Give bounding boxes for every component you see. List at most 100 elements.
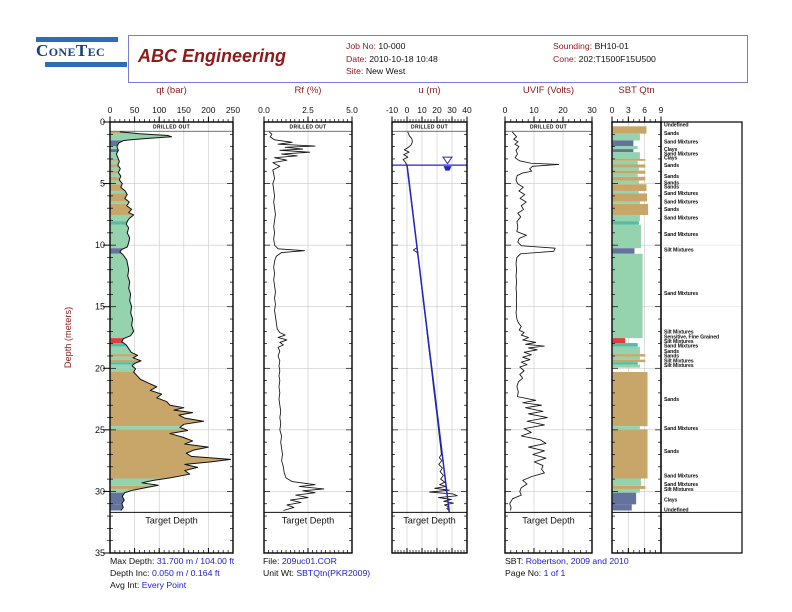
sbt-bars — [612, 126, 649, 511]
header-box: ABC Engineering Job No: 10-000 Date: 201… — [128, 35, 748, 83]
soil-type-label: Sand Mixtures — [664, 191, 698, 197]
soil-type-label: Sands — [664, 185, 679, 191]
u-tick-label: 0 — [405, 105, 410, 115]
sbt-band-sand — [612, 354, 646, 357]
drilled-out-label: DRILLED OUT — [290, 125, 327, 131]
soil-type-label: Sand Mixtures — [664, 215, 698, 221]
date-row: Date: 2010-10-18 10:48 — [346, 53, 438, 66]
sbt-band-sand — [612, 176, 646, 181]
qt-title: qt (bar) — [156, 85, 187, 96]
footer-depth-info: Max Depth: 31.700 m / 104.00 ft Depth In… — [110, 556, 234, 591]
sbt-tick-label: 6 — [642, 105, 647, 115]
soil-type-label: Undefined — [664, 122, 688, 128]
rf-tick-label: 2.5 — [302, 105, 314, 115]
soil-type-label: Silt Mixtures — [664, 363, 694, 369]
u-tick-label: 30 — [447, 105, 457, 115]
logo-letter: T — [75, 41, 88, 60]
sbt-band-silt — [612, 201, 640, 204]
sbt-band-clay — [612, 248, 635, 254]
soil-type-label: Sand Mixtures — [664, 140, 698, 146]
svg-text:35: 35 — [95, 548, 105, 558]
job-no-value: 10-000 — [378, 41, 406, 51]
sbt-method-value: Robertson, 2009 and 2010 — [525, 556, 629, 566]
panel-u: DRILLED OUT Target Depth -10 0 10 20 30 40 u (m) — [386, 85, 472, 554]
svg-text:15: 15 — [95, 302, 105, 312]
target-depth-label: Target Depth — [403, 515, 456, 525]
rf-curve — [268, 131, 325, 511]
sbt-band-silt — [612, 146, 638, 150]
soil-type-label: Sand Mixtures — [664, 232, 698, 238]
soil-type-label: Sands — [664, 349, 679, 355]
soil-type-label: Sensitive, Fine Grained — [664, 334, 719, 340]
u-curve — [402, 131, 458, 511]
cone-value: 202:T1500F15U500 — [578, 53, 656, 64]
sbt-band-sand — [612, 158, 646, 161]
soil-type-label: Sands — [664, 207, 679, 213]
footer-sbt-info: SBT: Robertson, 2009 and 2010 Page No: 1… — [505, 556, 629, 580]
panel-rf: DRILLED OUT Target Depth 0.0 2.5 5.0 Rf (%) — [258, 85, 358, 554]
sbt-band-silt — [612, 133, 640, 141]
qt-curve — [115, 131, 232, 511]
site-value: New West — [365, 66, 406, 77]
max-depth-value: 31.700 m / 104.00 ft — [156, 556, 235, 566]
unit-wt-row: Unit Wt: SBTQtn(PKR2009) — [263, 568, 370, 580]
file-label: File: — [263, 556, 280, 566]
water-table-icon — [442, 156, 453, 171]
u-tick-label: 20 — [432, 105, 442, 115]
sbt-tick-label: 9 — [659, 105, 664, 115]
sbt-band-clay — [612, 140, 634, 147]
soil-type-label: Sand Mixtures — [664, 482, 698, 488]
soil-type-label: Sands — [664, 180, 679, 186]
footer-file-info: File: 209uc01.COR Unit Wt: SBTQtn(PKR200… — [263, 556, 370, 580]
u-tick-label: 40 — [462, 105, 472, 115]
soil-type-label: Sand Mixtures — [664, 199, 698, 205]
sbt-band-silt — [612, 488, 640, 493]
rf-tick-label: 0.0 — [258, 105, 270, 115]
sbt-method-row: SBT: Robertson, 2009 and 2010 — [505, 556, 629, 568]
drilled-out-label: DRILLED OUT — [411, 125, 448, 131]
soil-type-label: Sand Mixtures — [664, 473, 698, 479]
header-fields-right: Sounding: BH10-01 Cone: 202:T1500F15U500 — [553, 40, 656, 65]
logo-letters: EC — [87, 45, 106, 59]
sbt-band-sand — [612, 371, 648, 427]
depth-inc-label: Depth Inc: — [110, 567, 150, 578]
qt-tick-label: 150 — [177, 105, 191, 115]
uvif-tick-label: 0 — [503, 105, 508, 115]
sbt-band-silt — [612, 160, 638, 165]
sbt-band-sand — [612, 193, 647, 202]
svg-text:20: 20 — [95, 363, 105, 373]
soil-type-label: Sands — [664, 163, 679, 169]
uvif-tick-label: 20 — [558, 105, 568, 115]
hydrostatic-line — [406, 165, 451, 513]
sbt-title: SBT Qtn — [618, 85, 654, 96]
sbt-band-silt — [612, 356, 640, 360]
date-label: Date: — [346, 53, 367, 64]
sbt-band-clay — [612, 504, 632, 511]
max-depth-row: Max Depth: 31.700 m / 104.00 ft — [110, 556, 234, 568]
sbt-band-clay — [612, 149, 634, 153]
file-row: File: 209uc01.COR — [263, 556, 370, 568]
date-value: 2010-10-18 10:48 — [369, 53, 438, 64]
avg-int-label: Avg Int: — [110, 579, 140, 590]
uvif-tick-label: 10 — [529, 105, 539, 115]
page-no-row: Page No: 1 of 1 — [505, 568, 629, 580]
logo-bar-top — [36, 37, 118, 42]
soil-type-label: Sand Mixtures — [664, 344, 698, 350]
soil-type-label: Sands — [664, 449, 679, 455]
drilled-out-label: DRILLED OUT — [530, 125, 567, 131]
qt-tick-label: 200 — [201, 105, 215, 115]
logo-wordmark: CONETEC — [36, 42, 131, 61]
sbt-band-silt — [612, 167, 639, 171]
sbt-band-sand — [612, 485, 646, 489]
unit-wt-value: SBTQtn(PKR2009) — [296, 567, 371, 578]
qt-tick-label: 250 — [226, 105, 240, 115]
sbt-band-silt — [612, 173, 638, 177]
sbt-band-silt — [612, 180, 639, 185]
sbt-band-sand — [612, 359, 646, 363]
conetec-logo: CONETEC — [36, 37, 131, 67]
sbt-band-sand — [612, 184, 647, 191]
sbt-tick-label: 0 — [610, 105, 615, 115]
sbt-band-silt — [612, 152, 640, 159]
depth-inc-row: Depth Inc: 0.050 m / 0.164 ft — [110, 568, 234, 580]
sbt-band-silt — [612, 224, 642, 249]
